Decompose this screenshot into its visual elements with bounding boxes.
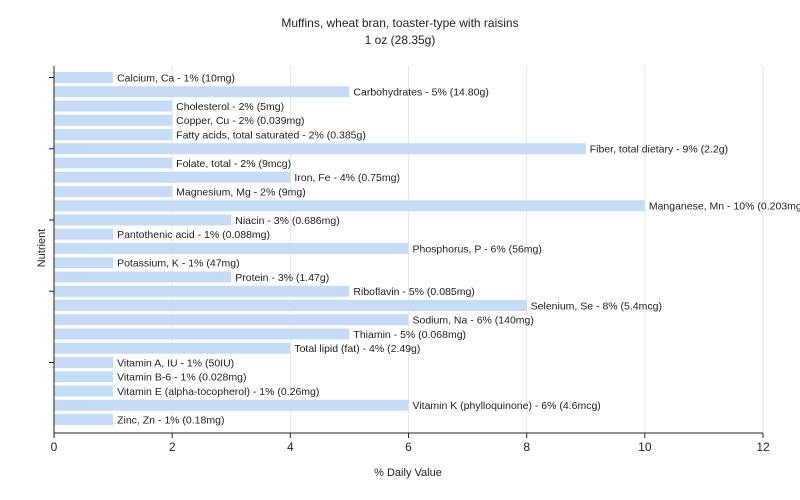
bar (54, 114, 173, 126)
bar-label: Copper, Cu - 2% (0.039mg) (176, 115, 304, 127)
bar-label: Sodium, Na - 6% (140mg) (413, 315, 534, 327)
x-tick-label: 4 (287, 440, 294, 454)
bar-label: Vitamin A, IU - 1% (50IU) (117, 357, 234, 369)
bar-label: Vitamin K (phylloquinone) - 6% (4.6mcg) (413, 400, 601, 412)
chart-subtitle: 1 oz (28.35g) (365, 33, 436, 47)
bar-label: Cholesterol - 2% (5mg) (176, 101, 284, 113)
bar (54, 257, 114, 269)
bar (54, 371, 114, 383)
axes-group: 0 2 4 6 8 10 12 (49, 66, 770, 454)
bar (54, 157, 173, 169)
bar-label: Fiber, total dietary - 9% (2.2g) (590, 144, 728, 156)
bar (54, 328, 350, 340)
bar-label: Selenium, Se - 8% (5.4mcg) (531, 300, 662, 312)
y-axis-label: Nutrient (36, 229, 48, 268)
bar-label: Potassium, K - 1% (47mg) (117, 258, 240, 270)
bar (54, 399, 409, 411)
bar-label: Thiamin - 5% (0.068mg) (353, 329, 466, 341)
bar (54, 186, 173, 197)
bar-label: Zinc, Zn - 1% (0.18mg) (117, 414, 224, 426)
bar-label: Carbohydrates - 5% (14.80g) (353, 87, 488, 99)
bar (54, 243, 409, 254)
bar (54, 214, 232, 226)
bar-label: Total lipid (fat) - 4% (2.49g) (294, 343, 420, 355)
bar-label: Vitamin E (alpha-tocopherol) - 1% (0.26m… (117, 386, 319, 398)
bar (54, 86, 350, 98)
bar (54, 285, 350, 297)
bar (54, 143, 586, 155)
bar (54, 314, 409, 326)
x-axis-label: % Daily Value (374, 467, 442, 479)
x-tick-label: 8 (523, 440, 530, 454)
bar (54, 171, 291, 183)
bar (54, 100, 173, 112)
bar (54, 129, 173, 140)
x-tick-label: 0 (51, 440, 58, 454)
bar-label: Manganese, Mn - 10% (0.203mg) (649, 201, 800, 213)
bar-label: Pantothenic acid - 1% (0.088mg) (117, 229, 270, 241)
bar-label: Protein - 3% (1.47g) (235, 272, 329, 284)
bar (54, 385, 114, 397)
x-tick-label: 10 (638, 440, 652, 454)
bars-group: Calcium, Ca - 1% (10mg) Carbohydrates - 5… (54, 72, 800, 426)
bar-label: Riboflavin - 5% (0.085mg) (353, 286, 474, 298)
bar (54, 72, 114, 83)
bar (54, 228, 114, 240)
bar (54, 414, 114, 425)
bar (54, 342, 291, 354)
chart-title: Muffins, wheat bran, toaster-type with r… (281, 16, 518, 30)
bar-label: Folate, total - 2% (9mcg) (176, 158, 291, 170)
x-tick-label: 12 (756, 440, 770, 454)
bar-label: Niacin - 3% (0.686mg) (235, 215, 339, 227)
bar-label: Iron, Fe - 4% (0.75mg) (294, 172, 400, 184)
x-tick-label: 2 (169, 440, 176, 454)
bar (54, 271, 232, 283)
x-tick-label: 6 (405, 440, 412, 454)
bar (54, 200, 645, 212)
bar-label: Phosphorus, P - 6% (56mg) (413, 243, 542, 255)
bar (54, 300, 527, 311)
bar-label: Vitamin B-6 - 1% (0.028mg) (117, 372, 246, 384)
bar-label: Fatty acids, total saturated - 2% (0.385… (176, 129, 366, 141)
bar-label: Magnesium, Mg - 2% (9mg) (176, 186, 306, 198)
bar-label: Calcium, Ca - 1% (10mg) (117, 72, 235, 84)
bar (54, 357, 114, 368)
